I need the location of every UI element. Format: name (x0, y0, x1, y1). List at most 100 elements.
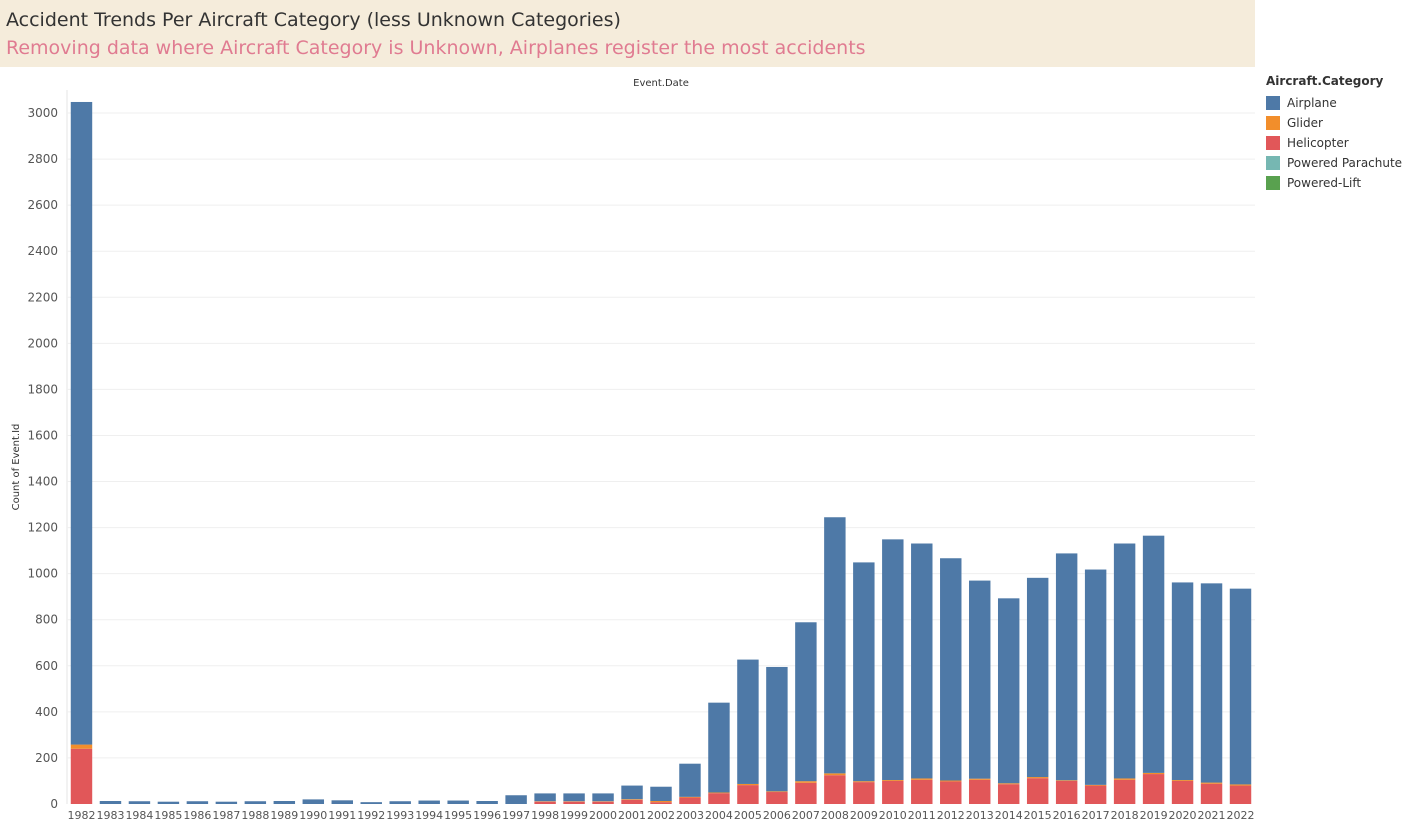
y-tick-label: 1400 (27, 475, 58, 489)
legend: Aircraft.Category Airplane Glider Helicopt… (1266, 74, 1405, 193)
bar-helicopter-2015 (1026, 778, 1049, 804)
x-tick-label: 2021 (1198, 809, 1226, 822)
y-tick-label: 400 (35, 705, 58, 719)
bar-helicopter-2021 (1200, 783, 1223, 804)
bar-helicopter-2008 (824, 775, 846, 804)
bar-airplane-1983 (99, 801, 122, 804)
bar-helicopter-2002 (650, 802, 672, 804)
bar-airplane-1986 (186, 801, 209, 804)
x-tick-label: 2008 (821, 809, 849, 822)
y-tick-label: 2000 (27, 336, 58, 350)
bar-airplane-1993 (389, 801, 411, 804)
bar-airplane-2013 (969, 580, 991, 779)
bar-airplane-1990 (302, 799, 325, 804)
legend-item-powered-lift[interactable]: Powered-Lift (1266, 173, 1405, 193)
x-tick-label: 2007 (792, 809, 820, 822)
legend-item-powered-parachute[interactable]: Powered Parachute (1266, 153, 1405, 173)
bar-airplane-1997 (505, 795, 527, 804)
bar-airplane-1992 (360, 802, 382, 804)
header-banner: Accident Trends Per Aircraft Category (l… (0, 0, 1255, 67)
x-tick-label: 2020 (1169, 809, 1197, 822)
bar-helicopter-1998 (534, 801, 556, 804)
x-axis-title: Event.Date (633, 78, 689, 89)
legend-label: Helicopter (1287, 136, 1349, 150)
bar-airplane-2019 (1142, 535, 1165, 773)
x-tick-label: 2009 (850, 809, 878, 822)
x-tick-label: 1997 (502, 809, 530, 822)
bar-glider-2012 (940, 780, 962, 782)
bar-airplane-2001 (621, 785, 643, 800)
bar-helicopter-2022 (1229, 785, 1252, 804)
x-tick-label: 1993 (386, 809, 414, 822)
bar-airplane-1994 (418, 800, 440, 804)
x-tick-label: 1991 (328, 809, 356, 822)
legend-item-glider[interactable]: Glider (1266, 113, 1405, 133)
legend-swatch (1266, 176, 1280, 190)
bar-helicopter-2004 (708, 793, 730, 804)
x-tick-label: 2014 (995, 809, 1023, 822)
bar-helicopter-2014 (997, 784, 1020, 804)
bar-glider-2013 (969, 778, 991, 780)
bar-helicopter-2001 (621, 799, 643, 804)
legend-swatch (1266, 136, 1280, 150)
bar-airplane-2000 (592, 793, 614, 802)
bar-glider-2005 (737, 783, 759, 786)
bar-airplane-2018 (1113, 543, 1136, 779)
bar-helicopter-1982 (70, 748, 93, 804)
bar-glider-2016 (1055, 780, 1078, 781)
x-tick-label: 2002 (647, 809, 675, 822)
legend-label: Powered Parachute (1287, 156, 1403, 170)
bar-airplane-2017 (1084, 569, 1107, 785)
bar-helicopter-2013 (969, 779, 991, 804)
y-tick-label: 1800 (27, 382, 58, 396)
bar-helicopter-2016 (1055, 780, 1078, 804)
y-tick-label: 1000 (27, 567, 58, 581)
bar-airplane-1989 (273, 801, 296, 804)
bar-airplane-2009 (853, 562, 875, 782)
bar-airplane-2021 (1200, 583, 1223, 783)
legend-swatch (1266, 116, 1280, 130)
bar-airplane-2010 (882, 539, 904, 781)
x-tick-label: 2022 (1227, 809, 1255, 822)
x-tick-label: 1986 (183, 809, 211, 822)
x-tick-label: 2010 (879, 809, 907, 822)
bar-airplane-2016 (1055, 553, 1078, 781)
x-tick-label: 2003 (676, 809, 704, 822)
x-tick-label: 1984 (125, 809, 153, 822)
bar-glider-2020 (1171, 780, 1194, 781)
bar-airplane-1987 (215, 801, 238, 804)
chart-title: Accident Trends Per Aircraft Category (l… (6, 9, 621, 31)
x-tick-label: 2006 (763, 809, 791, 822)
bar-airplane-1991 (331, 800, 353, 804)
bar-airplane-2003 (679, 763, 701, 797)
x-tick-label: 2005 (734, 809, 762, 822)
x-tick-label: 2018 (1111, 809, 1139, 822)
legend-item-airplane[interactable]: Airplane (1266, 93, 1405, 113)
bar-airplane-2014 (997, 598, 1020, 784)
bar-glider-2011 (911, 778, 933, 780)
x-tick-label: 1982 (67, 809, 95, 822)
y-tick-label: 3000 (27, 106, 58, 120)
x-tick-label: 1985 (154, 809, 182, 822)
legend-label: Glider (1287, 116, 1323, 130)
x-tick-label: 1994 (415, 809, 443, 822)
x-tick-label: 1999 (560, 809, 588, 822)
x-tick-label: 2011 (908, 809, 936, 822)
x-tick-label: 1988 (241, 809, 269, 822)
bar-airplane-1984 (128, 801, 151, 804)
y-tick-label: 2600 (27, 198, 58, 212)
y-tick-label: 2400 (27, 244, 58, 258)
x-tick-label: 2016 (1053, 809, 1081, 822)
bar-airplane-1996 (476, 801, 498, 804)
bar-glider-2004 (708, 792, 730, 794)
bar-glider-2015 (1026, 777, 1049, 779)
x-tick-label: 2000 (589, 809, 617, 822)
bar-helicopter-2010 (882, 780, 904, 804)
legend-swatch (1266, 96, 1280, 110)
x-tick-label: 2019 (1140, 809, 1168, 822)
bar-airplane-2011 (911, 543, 933, 779)
bar-glider-2014 (997, 783, 1020, 785)
bar-airplane-1998 (534, 793, 556, 802)
x-tick-label: 1995 (444, 809, 472, 822)
legend-item-helicopter[interactable]: Helicopter (1266, 133, 1405, 153)
